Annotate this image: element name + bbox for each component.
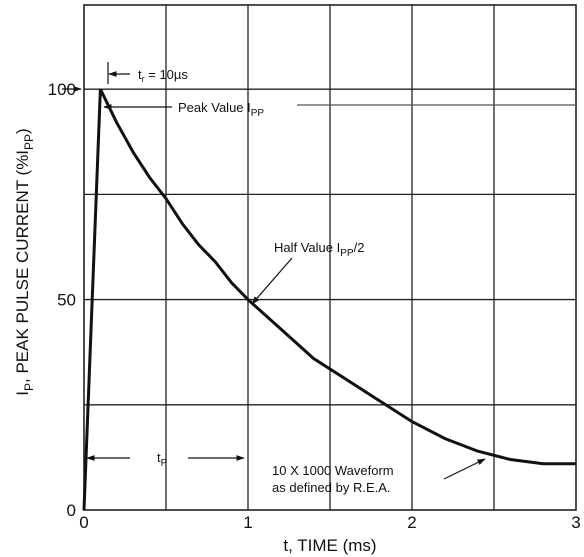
peak-value-annotation: Peak Value IPP — [103, 100, 576, 119]
x-tick-labels: 0 1 2 3 — [79, 513, 580, 532]
waveform-note: 10 X 1000 Waveform as defined by R.E.A. — [272, 458, 486, 495]
x-tick-label: 3 — [571, 513, 580, 532]
grid-lines — [84, 5, 576, 510]
half-value-arrow — [251, 257, 293, 305]
rise-time-label: tr = 10µs — [138, 67, 188, 84]
half-value-label: Half Value IPP/2 — [274, 240, 364, 259]
waveform-note-arrow — [443, 458, 486, 480]
y-tick-label: 0 — [67, 501, 76, 520]
x-axis-label: t, TIME (ms) — [283, 536, 376, 555]
x-tick-label: 0 — [79, 513, 88, 532]
waveform-note-line1: 10 X 1000 Waveform — [272, 463, 394, 478]
x-tick-label: 1 — [243, 513, 252, 532]
x-tick-label: 2 — [407, 513, 416, 532]
plot-frame — [83, 4, 577, 511]
waveform-note-line2: as defined by R.E.A. — [272, 480, 391, 495]
pulse-width-label: tP — [157, 450, 168, 469]
rise-time-annotation: tr = 10µs — [62, 62, 188, 92]
y-tick-labels: 0 50 100 — [48, 80, 76, 520]
half-value-annotation: Half Value IPP/2 — [251, 240, 364, 305]
waveform-curve — [82, 88, 576, 511]
y-tick-label: 100 — [48, 80, 76, 99]
y-tick-label: 50 — [57, 291, 76, 310]
pulse-width-annotation: tP — [86, 450, 245, 469]
peak-value-label: Peak Value IPP — [178, 100, 264, 119]
y-axis-label: IP, PEAK PULSE CURRENT (%IPP) — [13, 128, 36, 395]
